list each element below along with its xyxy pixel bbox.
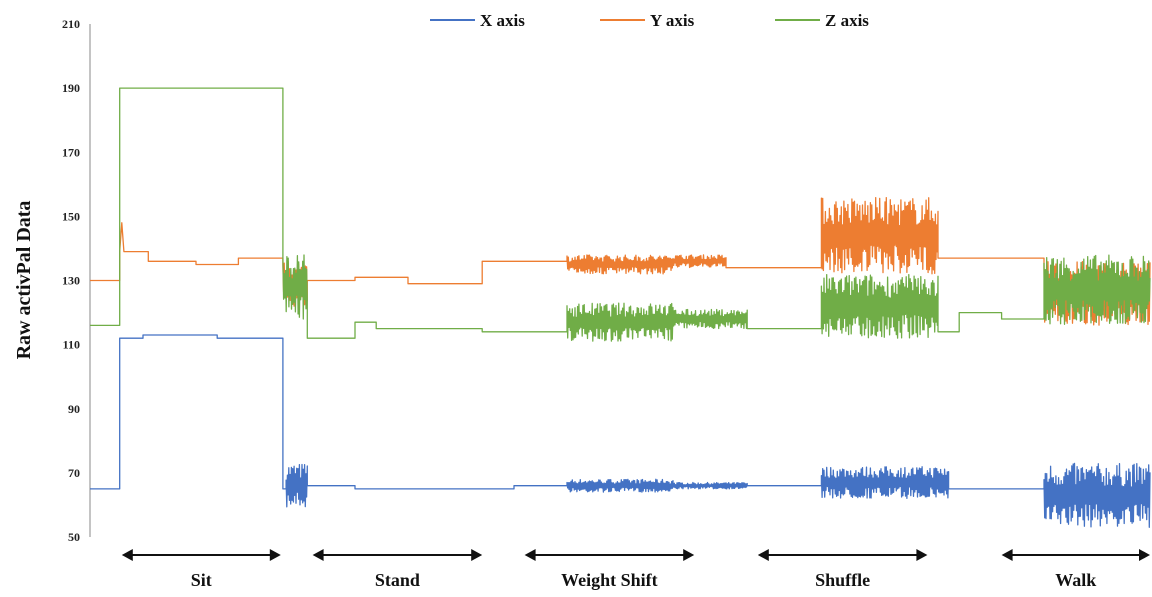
phase-label: Weight Shift xyxy=(561,570,658,590)
phase-label: Shuffle xyxy=(815,570,870,590)
phase-arrow-head-right xyxy=(269,549,281,561)
phase-arrow-head-right xyxy=(471,549,483,561)
series-layer xyxy=(90,87,1151,528)
y-tick-label: 170 xyxy=(62,145,80,159)
phase-arrow-head-left xyxy=(312,549,324,561)
phase-label: Stand xyxy=(375,570,420,590)
series-line-z-axis xyxy=(90,87,1151,342)
y-tick-label: 190 xyxy=(62,81,80,95)
y-axis-label: Raw activPal Data xyxy=(13,201,35,360)
y-tick-label: 130 xyxy=(62,274,80,288)
phase-arrow-head-right xyxy=(1139,549,1150,561)
series-line-x-axis xyxy=(90,334,1151,528)
y-tick-label: 70 xyxy=(68,466,80,480)
series-line-y-axis xyxy=(90,196,1151,326)
y-tick-label: 210 xyxy=(62,17,80,31)
phase-annotations: Sit Stand Weight Shift Shuffle Walk xyxy=(121,549,1150,590)
y-tick-label: 50 xyxy=(68,530,80,544)
legend-label: Z axis xyxy=(825,11,869,30)
y-axis: 50 70 90 110 130 150 170 190 210 xyxy=(62,17,91,544)
y-tick-label: 90 xyxy=(68,402,80,416)
phase-label: Walk xyxy=(1055,570,1096,590)
phase-arrow-head-left xyxy=(757,549,769,561)
phase-label: Sit xyxy=(191,570,212,590)
phase-arrow-head-right xyxy=(683,549,695,561)
legend: X axis Y axis Z axis xyxy=(430,11,869,30)
legend-label: X axis xyxy=(480,11,525,30)
phase-arrow-head-left xyxy=(524,549,536,561)
phase-arrow-head-left xyxy=(1001,549,1013,561)
phase-arrow-head-right xyxy=(916,549,928,561)
y-tick-label: 150 xyxy=(62,209,80,223)
y-tick-label: 110 xyxy=(63,338,80,352)
phase-arrow-head-left xyxy=(121,549,133,561)
legend-label: Y axis xyxy=(650,11,695,30)
